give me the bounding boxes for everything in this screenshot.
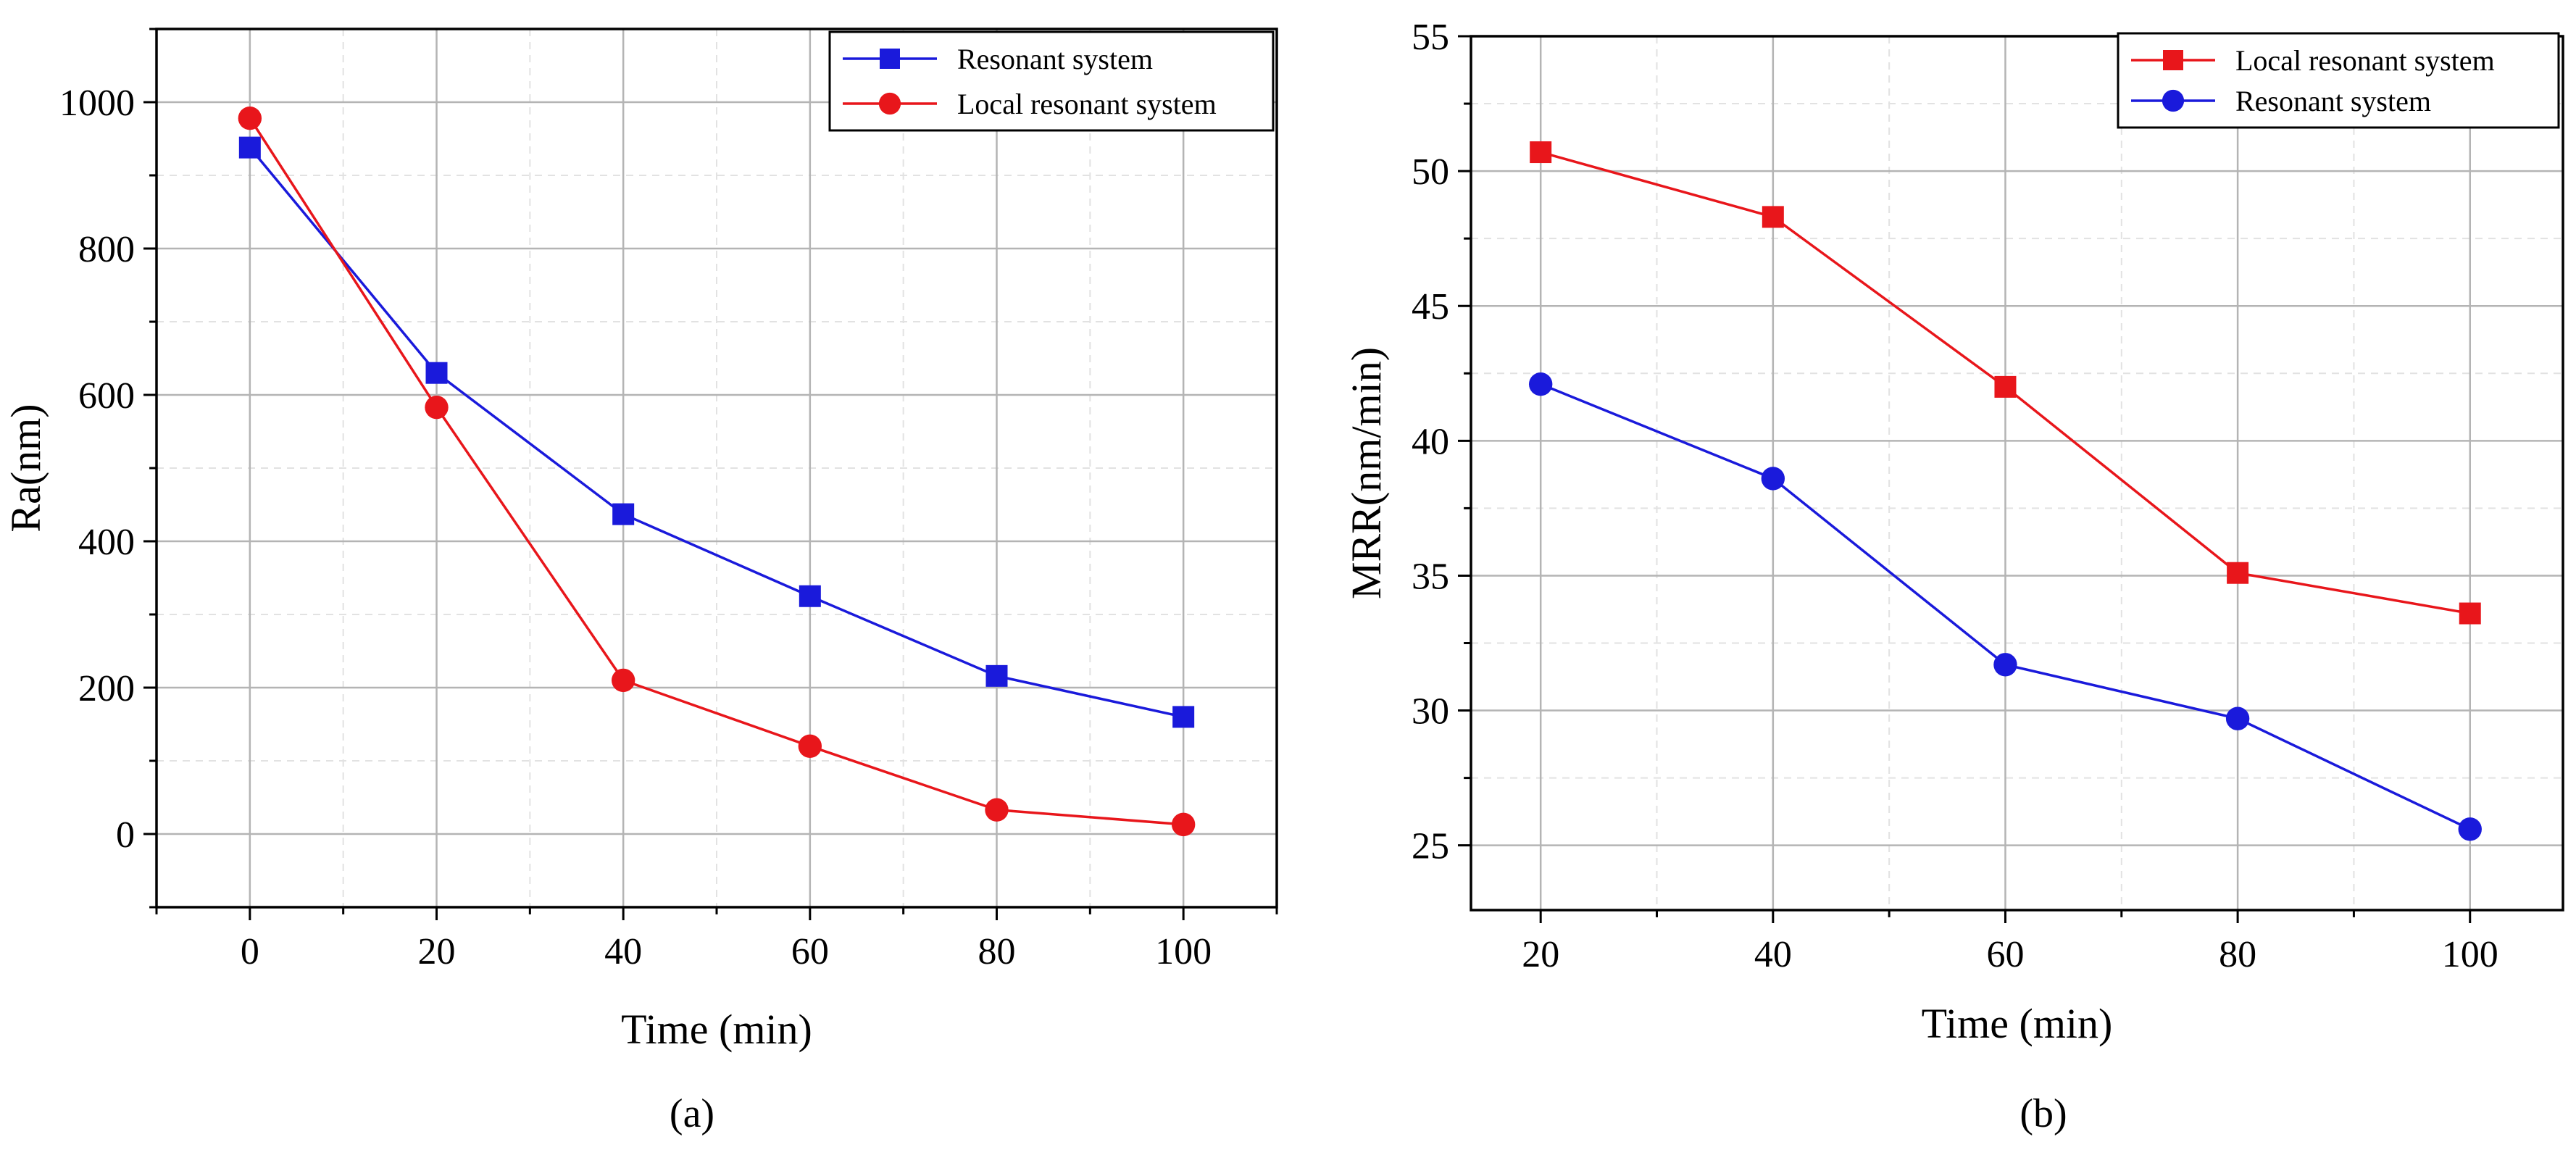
data-point [1528,372,1553,396]
chart-panel-b: 20 40 60 80 100 25 30 35 40 45 50 55 Time (min) MRR(n… [1343,17,2564,1047]
x-tick-label: 100 [2442,934,2498,975]
y-axis-title: Ra(nm) [2,404,49,532]
x-tick-label: 20 [418,931,456,972]
y-tick-label: 40 [1412,421,1449,462]
data-point [1761,467,1785,491]
series-local-resonant-system [238,107,1196,837]
series-line [249,146,1184,719]
y-tick-label: 600 [78,375,135,417]
x-tick-label: 60 [1986,934,2024,975]
y-tick-label: 30 [1412,691,1449,733]
x-axis-title: Time (min) [621,1006,812,1053]
data-point [1994,375,2017,398]
series-local-resonant-system [1530,141,2481,625]
legend-marker [878,92,901,115]
legend-label: Resonant system [957,43,1153,75]
data-point [985,798,1009,822]
series-line [249,117,1184,826]
legend-marker [2163,50,2183,70]
data-point [2227,562,2249,584]
caption-a: (a) [670,1091,714,1136]
legend: Resonant system Local resonant system [828,30,1275,132]
x-tick-label: 60 [791,931,829,972]
data-point [2459,602,2481,625]
data-point [985,664,1008,687]
legend-label: Local resonant system [957,88,1217,120]
caption-b: (b) [2019,1091,2067,1136]
data-point [799,585,821,607]
data-point [2458,817,2482,841]
data-point [1530,141,1552,164]
legend: Local resonant system Resonant system [2117,32,2560,129]
data-point [238,136,261,159]
y-axis-title: MRR(nm/min) [1343,347,1390,599]
legend-marker [2162,89,2185,112]
legend-box [828,30,1275,132]
data-point [238,107,262,130]
y-tick-label: 45 [1412,286,1449,328]
data-point [1993,653,2017,677]
y-tick-label: 0 [116,814,135,856]
data-point [425,362,448,384]
y-tick-label: 1000 [59,83,135,124]
x-tick-label: 20 [1522,934,1559,975]
data-point [1171,812,1196,837]
y-tick-label: 25 [1412,826,1449,867]
data-point [2225,706,2250,730]
data-point [612,503,635,525]
y-tick-label: 55 [1412,17,1449,58]
y-tick-label: 800 [78,229,135,270]
legend-label: Local resonant system [2235,44,2495,77]
legend-marker [880,49,900,69]
x-axis-title: Time (min) [1922,1000,2113,1047]
data-point [1762,206,1784,228]
series-resonant-system [1528,372,2482,841]
y-tick-label: 35 [1412,556,1449,597]
data-point [1172,706,1195,728]
x-tick-label: 80 [978,931,1016,972]
y-tick-label: 400 [78,522,135,563]
plot-frame [1470,35,2564,912]
x-tick-label: 80 [2219,934,2256,975]
legend-label: Resonant system [2235,85,2431,117]
x-tick-label: 100 [1155,931,1212,972]
data-point [425,395,449,420]
x-tick-label: 40 [604,931,642,972]
series-resonant-system [238,136,1195,728]
legend-box [2117,32,2560,129]
y-tick-label: 200 [78,668,135,709]
x-tick-label: 0 [241,931,259,972]
data-point [798,734,822,758]
x-tick-label: 40 [1754,934,1792,975]
y-tick-label: 50 [1412,151,1449,193]
data-point [611,668,635,693]
